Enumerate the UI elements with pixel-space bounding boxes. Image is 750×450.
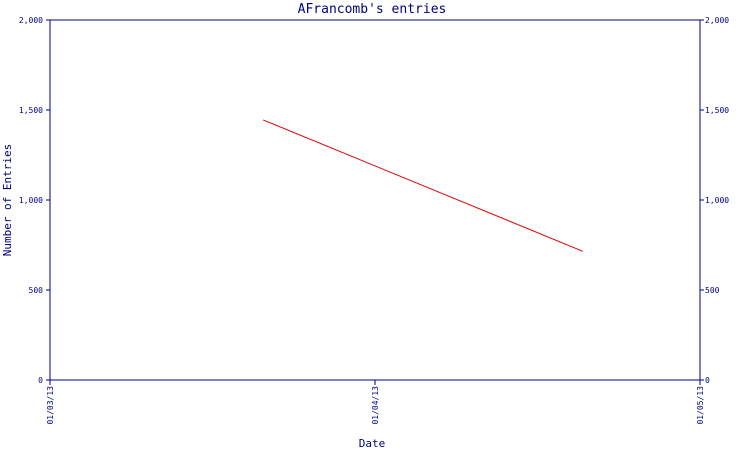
y-tick-label-right: 1,500 xyxy=(705,106,729,115)
x-tick-label: 01/03/13 xyxy=(46,386,55,425)
y-tick-label: 500 xyxy=(29,286,44,295)
x-tick-label: 01/04/13 xyxy=(371,386,380,425)
y-tick-label: 0 xyxy=(38,376,43,385)
x-tick-label: 01/05/13 xyxy=(696,386,705,425)
y-tick-label: 2,000 xyxy=(19,16,43,25)
y-tick-label-right: 2,000 xyxy=(705,16,729,25)
series-line xyxy=(262,119,583,252)
x-axis-label: Date xyxy=(359,437,386,450)
y-axis-label: Number of Entries xyxy=(1,144,14,257)
y-tick-label-right: 0 xyxy=(705,376,710,385)
y-tick-label-right: 500 xyxy=(705,286,720,295)
chart-title: AFrancomb's entries xyxy=(298,2,447,17)
x-axis: 01/03/13 01/04/13 01/05/13 xyxy=(46,380,705,425)
y-tick-label: 1,000 xyxy=(19,196,43,205)
y-axis-right: 0 500 1,000 1,500 2,000 xyxy=(700,16,729,385)
plot-frame xyxy=(49,19,701,381)
y-tick-label-right: 1,000 xyxy=(705,196,729,205)
series-layer xyxy=(262,119,583,252)
y-tick-label: 1,500 xyxy=(19,106,43,115)
y-axis-left: 0 500 1,000 1,500 2,000 xyxy=(19,16,50,385)
